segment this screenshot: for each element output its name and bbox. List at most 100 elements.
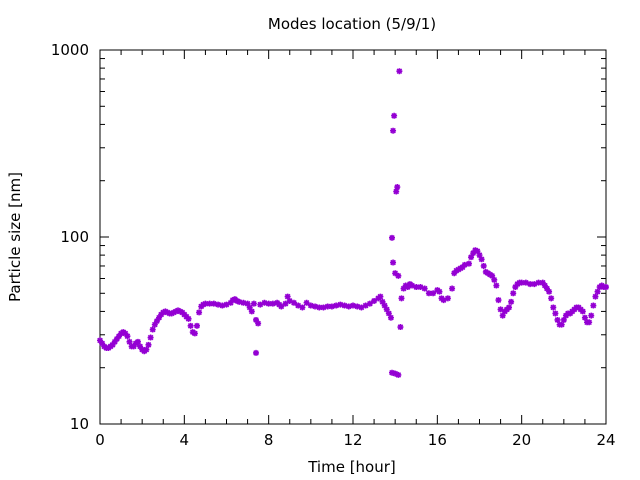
data-point bbox=[558, 321, 565, 328]
data-point bbox=[219, 302, 226, 309]
data-point bbox=[191, 330, 198, 337]
data-point bbox=[510, 290, 517, 297]
data-point bbox=[395, 272, 402, 279]
data-point bbox=[531, 281, 538, 288]
data-point bbox=[397, 324, 404, 331]
data-point bbox=[250, 300, 257, 307]
data-point bbox=[341, 302, 348, 309]
data-point bbox=[257, 301, 264, 308]
axis-tick-labels: 0 4 8 12 16 20 24 10 100 1000 bbox=[51, 41, 616, 449]
data-point bbox=[286, 297, 293, 304]
x-tick-label: 24 bbox=[596, 431, 615, 449]
data-point bbox=[548, 295, 555, 302]
data-point bbox=[560, 316, 567, 323]
data-point bbox=[193, 322, 200, 329]
data-point bbox=[130, 343, 137, 350]
data-point bbox=[282, 300, 289, 307]
data-point bbox=[394, 184, 401, 191]
data-point bbox=[234, 297, 241, 304]
data-point bbox=[320, 304, 327, 311]
data-point bbox=[278, 303, 285, 310]
data-point bbox=[389, 234, 396, 241]
data-point bbox=[200, 301, 207, 308]
data-point bbox=[115, 333, 122, 340]
data-point bbox=[337, 301, 344, 308]
data-point bbox=[581, 314, 588, 321]
data-point bbox=[400, 285, 407, 292]
data-point bbox=[396, 68, 403, 75]
data-point bbox=[253, 316, 260, 323]
x-tick-label: 8 bbox=[264, 431, 274, 449]
data-point bbox=[390, 127, 397, 134]
data-point bbox=[151, 321, 158, 328]
data-point bbox=[206, 300, 213, 307]
data-point bbox=[497, 306, 504, 313]
data-point bbox=[527, 281, 534, 288]
data-point bbox=[328, 303, 335, 310]
data-point bbox=[493, 282, 500, 289]
data-point bbox=[99, 340, 106, 347]
data-point bbox=[97, 337, 103, 344]
data-point bbox=[398, 295, 405, 302]
data-point bbox=[210, 300, 217, 307]
data-point bbox=[470, 250, 477, 257]
y-axis-label: Particle size [nm] bbox=[6, 172, 24, 302]
data-point bbox=[594, 288, 601, 295]
data-point bbox=[316, 304, 323, 311]
data-point bbox=[312, 303, 319, 310]
x-tick-label: 16 bbox=[428, 431, 447, 449]
data-point bbox=[491, 276, 498, 283]
data-point bbox=[156, 314, 163, 321]
data-point bbox=[592, 293, 599, 300]
data-point bbox=[392, 370, 399, 377]
data-point bbox=[345, 303, 352, 310]
data-point bbox=[362, 302, 369, 309]
data-point bbox=[430, 290, 437, 297]
data-point bbox=[253, 349, 260, 356]
data-point bbox=[126, 338, 133, 345]
x-tick-label: 20 bbox=[512, 431, 531, 449]
data-point bbox=[552, 310, 559, 317]
data-point bbox=[489, 272, 496, 279]
data-point bbox=[476, 252, 483, 259]
data-point bbox=[444, 295, 451, 302]
x-axis-label: Time [hour] bbox=[307, 458, 396, 476]
data-point bbox=[522, 279, 529, 286]
data-point bbox=[425, 290, 432, 297]
data-point bbox=[387, 314, 394, 321]
data-point bbox=[586, 319, 593, 326]
data-point bbox=[393, 188, 400, 195]
data-point bbox=[381, 302, 388, 309]
data-point bbox=[409, 282, 416, 289]
x-tick-label: 0 bbox=[95, 431, 105, 449]
data-point bbox=[468, 254, 475, 261]
data-point bbox=[113, 335, 120, 342]
data-point bbox=[417, 284, 424, 291]
data-point bbox=[215, 301, 222, 308]
data-point bbox=[149, 326, 156, 333]
data-point bbox=[255, 320, 262, 327]
data-point bbox=[379, 298, 386, 305]
data-point bbox=[137, 343, 144, 350]
data-point bbox=[290, 299, 297, 306]
data-point bbox=[385, 310, 392, 317]
data-point bbox=[499, 312, 506, 319]
data-point bbox=[389, 369, 396, 376]
data-point bbox=[187, 322, 194, 329]
data-point bbox=[461, 261, 468, 268]
data-point bbox=[392, 270, 399, 277]
data-point bbox=[541, 282, 548, 289]
data-point bbox=[244, 300, 251, 307]
data-point bbox=[495, 297, 502, 304]
data-point bbox=[350, 302, 356, 309]
data-point bbox=[145, 341, 152, 348]
data-point bbox=[354, 303, 361, 310]
axis-ticks bbox=[99, 50, 607, 425]
data-point bbox=[248, 308, 255, 315]
data-point bbox=[366, 300, 373, 307]
data-point bbox=[307, 302, 314, 309]
x-tick-label: 4 bbox=[180, 431, 190, 449]
data-points bbox=[97, 68, 609, 378]
data-point bbox=[284, 293, 291, 300]
